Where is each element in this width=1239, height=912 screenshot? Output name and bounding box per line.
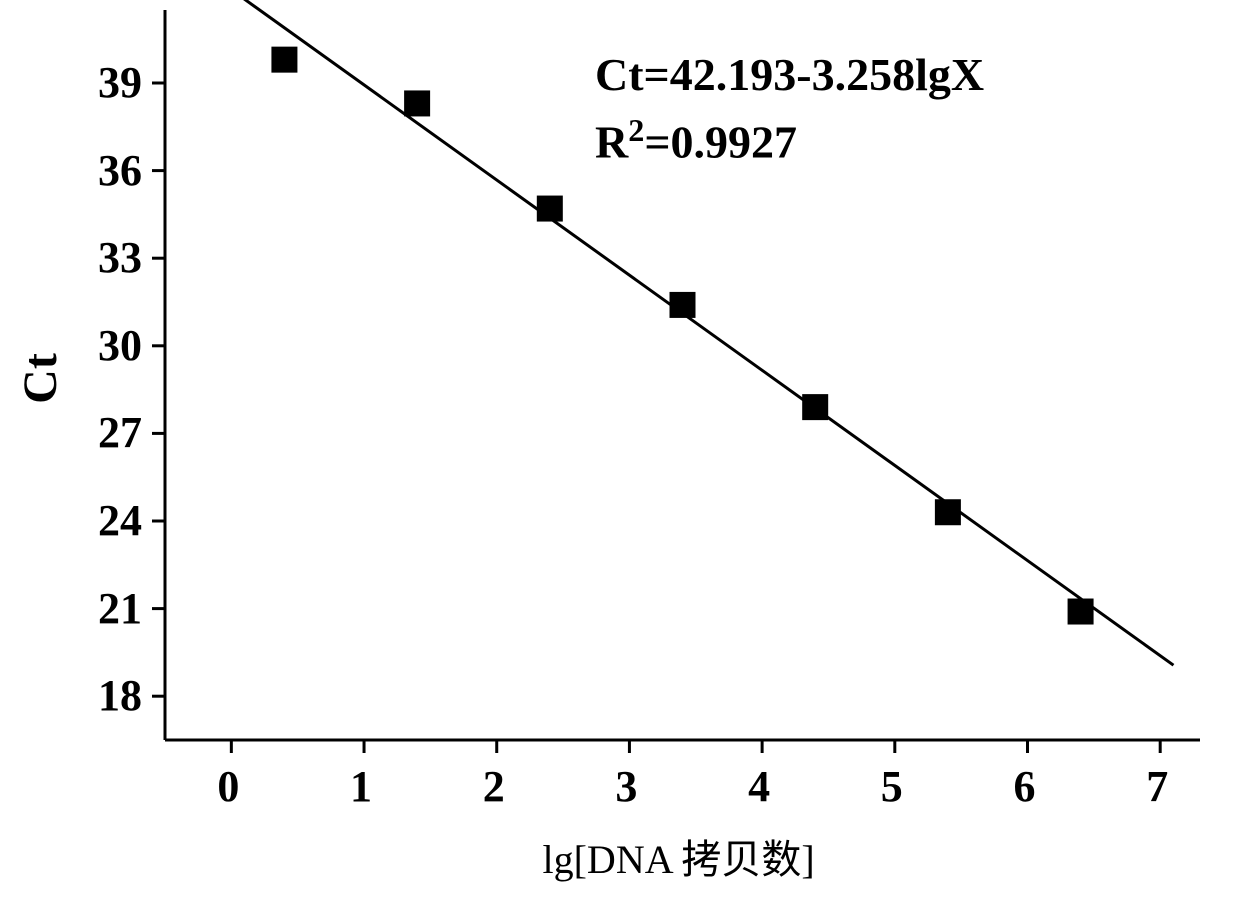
scatter-marker [271,47,297,73]
chart-annotation: Ct=42.193-3.258lgX [595,48,984,101]
x-tick-label: 2 [483,761,505,812]
scatter-marker [802,394,828,420]
x-tick-label: 1 [350,761,372,812]
x-tick-label: 4 [748,761,770,812]
y-tick-label: 27 [72,407,142,458]
scatter-marker [935,499,961,525]
scatter-marker [1068,599,1094,625]
y-tick-label: 33 [72,232,142,283]
x-tick-label: 7 [1146,761,1168,812]
chart-annotation: R2=0.9927 [595,112,797,168]
y-tick-label: 18 [72,670,142,721]
x-axis-label: lg[DNA 拷贝数] [543,827,815,885]
y-tick-label: 39 [72,57,142,108]
y-tick-label: 30 [72,320,142,371]
x-tick-label: 3 [615,761,637,812]
scatter-marker [404,90,430,116]
y-tick-label: 36 [72,145,142,196]
y-axis-label: Ct [13,353,68,404]
y-tick-label: 21 [72,583,142,634]
scatter-marker [670,292,696,318]
chart-container: Ct lg[DNA 拷贝数] 012345671821242730333639 … [0,0,1239,907]
x-tick-label: 5 [881,761,903,812]
y-tick-label: 24 [72,495,142,546]
x-tick-label: 0 [217,761,239,812]
scatter-marker [537,196,563,222]
x-tick-label: 6 [1014,761,1036,812]
